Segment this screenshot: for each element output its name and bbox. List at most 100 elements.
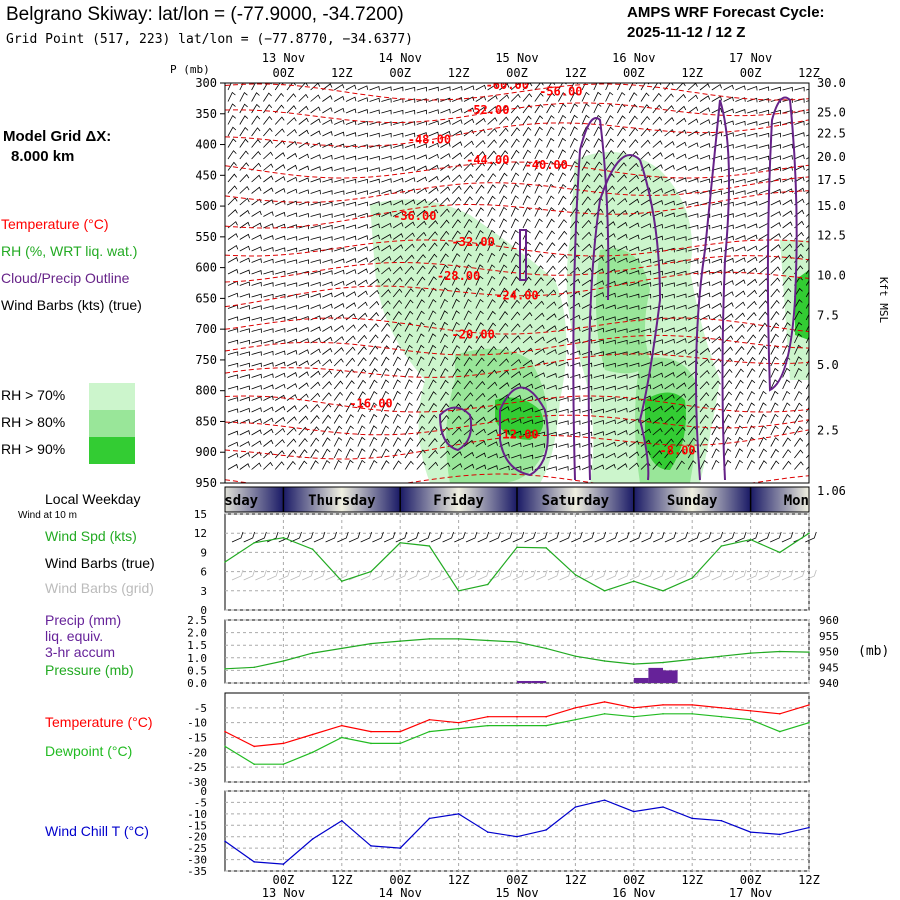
wind-barb <box>522 442 534 448</box>
wind-barb <box>263 115 273 125</box>
wind-barb <box>569 160 579 171</box>
wind-barb <box>333 403 343 413</box>
wind-barb <box>617 233 628 240</box>
wind-barb <box>298 404 309 413</box>
legend-temperature: Temperature (°C) <box>1 216 109 232</box>
wind-barb <box>605 161 615 171</box>
wind-barb <box>275 350 286 356</box>
wind-barb <box>463 321 472 332</box>
wind-barb <box>475 229 484 240</box>
wind-barb <box>617 174 627 183</box>
surface-wind-barb <box>536 531 548 543</box>
wind-barb <box>392 437 402 447</box>
wind-barb <box>510 287 520 298</box>
dewpoint-line <box>224 713 810 765</box>
wind-barb <box>463 345 473 355</box>
wind-barb <box>558 466 569 471</box>
wind-barb <box>487 405 498 413</box>
wind-barb <box>251 384 262 390</box>
wind-barb <box>404 177 416 183</box>
wind-barb <box>286 200 298 206</box>
wind-barb <box>676 93 686 102</box>
wind-barb <box>699 166 711 172</box>
wind-barb <box>699 381 710 390</box>
wind-barb <box>558 408 569 414</box>
wind-barb <box>322 270 333 275</box>
surface-wind-barb <box>734 531 747 543</box>
surface-wind-barb <box>477 531 490 543</box>
wind-barb <box>735 379 744 390</box>
wind-barb <box>593 351 604 356</box>
wind-barb <box>758 121 770 126</box>
wind-barb <box>475 264 484 275</box>
wind-barb <box>440 276 449 286</box>
wind-barb <box>239 452 250 459</box>
wind-barb <box>617 103 626 114</box>
wind-barb <box>451 130 463 137</box>
wind-barb <box>676 315 687 321</box>
wind-barb <box>605 362 616 368</box>
wind-barb <box>274 92 285 102</box>
wind-barb <box>310 403 320 413</box>
wind-barb <box>227 126 237 137</box>
wind-barb <box>546 325 557 332</box>
wind-barb <box>334 303 345 309</box>
pressure-tick-label: 800 <box>195 384 217 398</box>
wind-barb <box>286 327 298 333</box>
wind-barb <box>428 276 437 286</box>
wind-barb <box>770 266 781 275</box>
wind-barb <box>451 141 463 148</box>
surface-grid-barb <box>805 569 817 581</box>
wind-barb <box>451 321 460 332</box>
wind-barb <box>416 414 425 424</box>
wind-barb <box>782 276 792 286</box>
wind-barb <box>735 448 744 459</box>
wind-barb <box>770 367 779 378</box>
wind-barb <box>440 142 451 148</box>
windchill-panel-y-tick-label: -10 <box>187 808 207 821</box>
wind-barb <box>805 359 809 367</box>
legend-wind-barbs: Wind Barbs (kts) (true) <box>1 297 142 313</box>
wind-barb <box>251 451 262 459</box>
wind-barb <box>440 119 451 125</box>
wind-barb <box>676 153 687 160</box>
wind-barb <box>676 393 687 401</box>
wind-barb <box>723 213 734 218</box>
height-tick-label: 7.5 <box>817 309 839 323</box>
wind-barb <box>310 348 321 355</box>
wind-barb <box>617 138 627 148</box>
top-time-tick-label: 00Z <box>740 66 762 80</box>
wind-barb <box>640 406 652 413</box>
wind-barb <box>416 402 425 413</box>
wind-barb <box>510 358 522 367</box>
surface-wind-barb <box>805 531 817 543</box>
temperature-contour-line <box>225 353 809 378</box>
wind-barb <box>310 337 321 344</box>
wind-barb <box>629 270 640 275</box>
wind-barb <box>322 190 333 195</box>
surface-wind-barb <box>770 531 782 543</box>
wind-barb <box>652 293 663 299</box>
wind-barb <box>617 452 628 459</box>
precip-panel-y-tick-label: 1.5 <box>187 639 207 652</box>
wind-barb <box>381 460 390 470</box>
wind-barb <box>688 224 699 230</box>
wind-barb <box>569 83 579 91</box>
precip-panel-y-tick-label: 1.0 <box>187 652 207 665</box>
wind-barb <box>688 142 699 148</box>
wind-barb <box>392 266 403 275</box>
wind-barb <box>558 242 568 252</box>
wind-barb <box>723 132 734 137</box>
temp-contour-label: -16.00 <box>349 396 392 410</box>
wind-barb <box>357 190 368 195</box>
wind-barb <box>404 344 413 355</box>
wind-barb <box>534 384 546 390</box>
wind-barb <box>239 233 250 240</box>
wind-barb <box>310 178 321 183</box>
wind-barb <box>617 304 628 310</box>
wind-barb <box>487 173 497 183</box>
wind-barb <box>534 241 544 252</box>
wind-barb <box>546 277 556 286</box>
wind-barb <box>699 425 709 436</box>
